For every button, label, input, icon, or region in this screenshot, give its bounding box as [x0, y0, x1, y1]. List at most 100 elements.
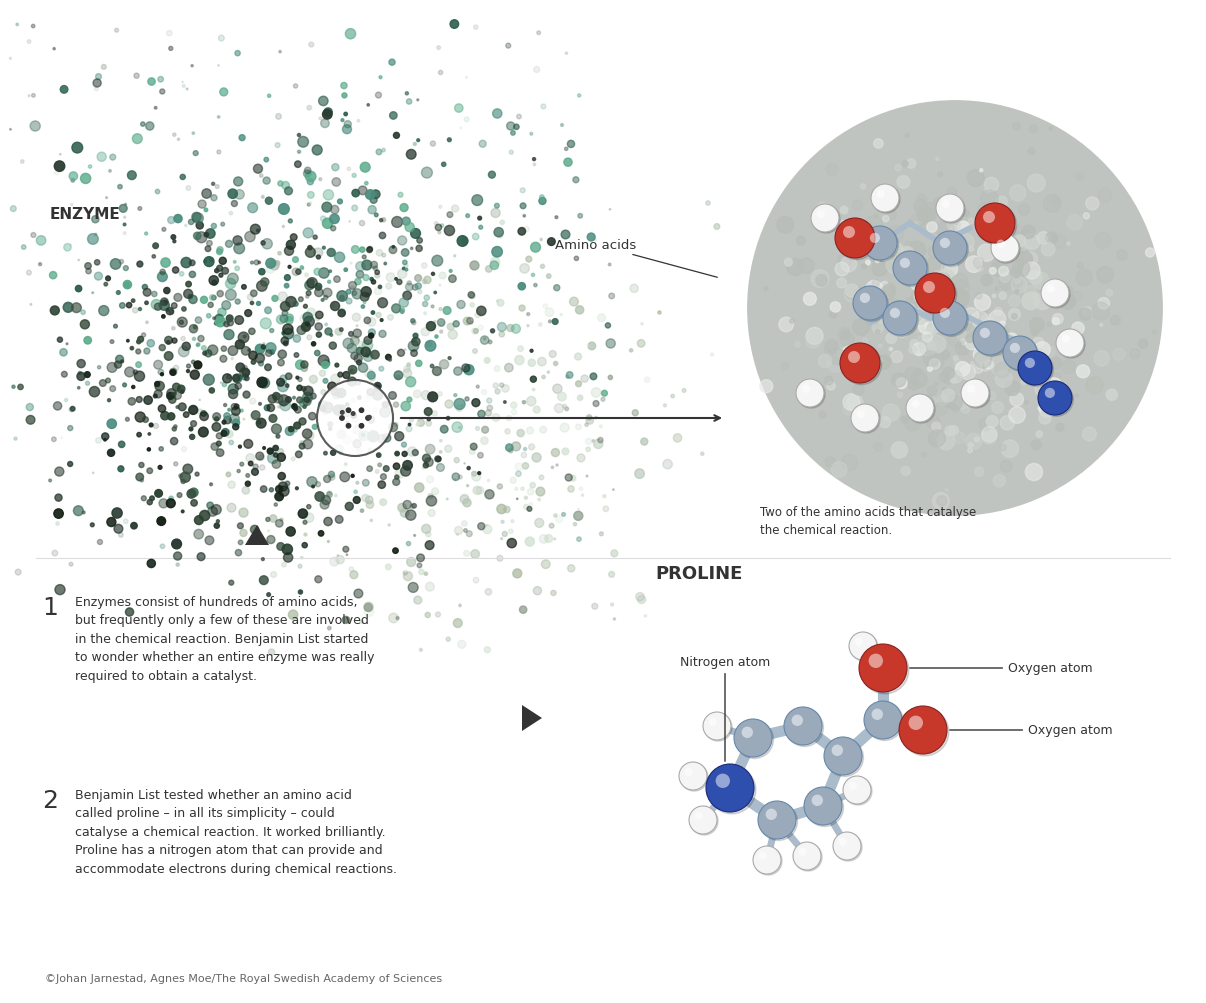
- Circle shape: [191, 421, 197, 427]
- Circle shape: [27, 416, 35, 424]
- Circle shape: [375, 93, 381, 99]
- Circle shape: [463, 499, 472, 508]
- Circle shape: [88, 341, 90, 344]
- Circle shape: [352, 175, 356, 179]
- Circle shape: [983, 319, 995, 331]
- Text: 1: 1: [42, 596, 58, 620]
- Circle shape: [402, 452, 408, 457]
- Circle shape: [417, 239, 422, 244]
- Circle shape: [374, 288, 381, 296]
- Circle shape: [873, 442, 883, 451]
- Circle shape: [212, 423, 221, 431]
- Circle shape: [30, 304, 31, 306]
- Circle shape: [874, 214, 878, 218]
- Circle shape: [950, 378, 956, 384]
- Circle shape: [193, 233, 201, 241]
- Circle shape: [490, 262, 498, 270]
- Circle shape: [991, 263, 1006, 277]
- Circle shape: [362, 256, 367, 260]
- Circle shape: [154, 382, 164, 391]
- Circle shape: [943, 368, 954, 379]
- Circle shape: [842, 345, 882, 385]
- Circle shape: [753, 847, 781, 875]
- Circle shape: [923, 209, 936, 223]
- Circle shape: [263, 447, 265, 450]
- Circle shape: [305, 281, 314, 291]
- Circle shape: [322, 247, 326, 250]
- Circle shape: [81, 320, 89, 330]
- Circle shape: [488, 172, 496, 179]
- Circle shape: [345, 617, 350, 623]
- Circle shape: [859, 301, 871, 313]
- Circle shape: [1042, 346, 1055, 359]
- Circle shape: [259, 175, 263, 179]
- Circle shape: [248, 461, 253, 466]
- Circle shape: [146, 122, 154, 131]
- Circle shape: [292, 269, 300, 276]
- Circle shape: [293, 302, 298, 307]
- Circle shape: [28, 95, 30, 97]
- Circle shape: [123, 267, 128, 272]
- Circle shape: [315, 289, 323, 297]
- Circle shape: [221, 223, 224, 227]
- Circle shape: [215, 417, 218, 422]
- Circle shape: [585, 423, 589, 427]
- Circle shape: [1062, 341, 1073, 352]
- Circle shape: [457, 301, 466, 309]
- Circle shape: [880, 320, 884, 323]
- Circle shape: [989, 222, 1006, 239]
- Circle shape: [298, 298, 303, 302]
- Circle shape: [1055, 423, 1064, 432]
- Circle shape: [484, 338, 486, 341]
- Circle shape: [898, 706, 947, 754]
- Circle shape: [798, 848, 807, 857]
- Circle shape: [285, 247, 293, 256]
- Circle shape: [185, 225, 187, 228]
- Circle shape: [977, 224, 985, 233]
- Circle shape: [145, 233, 147, 236]
- Circle shape: [933, 279, 952, 297]
- Circle shape: [285, 276, 291, 281]
- Circle shape: [450, 270, 452, 273]
- Circle shape: [966, 257, 982, 273]
- Circle shape: [353, 497, 361, 504]
- Circle shape: [1099, 190, 1112, 203]
- Circle shape: [467, 318, 473, 325]
- Circle shape: [124, 552, 125, 553]
- Circle shape: [172, 393, 175, 395]
- Circle shape: [1008, 296, 1020, 308]
- Circle shape: [288, 611, 298, 620]
- Circle shape: [586, 475, 587, 477]
- Circle shape: [994, 212, 1007, 225]
- Circle shape: [309, 280, 315, 286]
- Circle shape: [968, 443, 973, 448]
- Circle shape: [356, 263, 365, 272]
- Circle shape: [901, 467, 911, 476]
- Circle shape: [497, 300, 504, 307]
- Circle shape: [984, 340, 991, 348]
- Circle shape: [884, 417, 888, 420]
- Circle shape: [306, 292, 311, 296]
- Circle shape: [279, 51, 281, 54]
- Circle shape: [233, 237, 242, 246]
- Circle shape: [523, 505, 528, 510]
- Circle shape: [71, 204, 74, 207]
- Circle shape: [328, 471, 334, 477]
- Circle shape: [434, 321, 435, 323]
- Circle shape: [373, 408, 377, 412]
- Circle shape: [1005, 381, 1020, 396]
- Circle shape: [369, 334, 374, 339]
- Circle shape: [124, 217, 125, 219]
- Circle shape: [238, 470, 240, 473]
- Circle shape: [428, 510, 435, 517]
- Circle shape: [689, 806, 718, 834]
- Circle shape: [904, 298, 921, 316]
- Circle shape: [593, 239, 596, 242]
- Circle shape: [457, 237, 468, 247]
- Circle shape: [431, 141, 435, 147]
- Circle shape: [150, 423, 153, 427]
- Circle shape: [960, 365, 976, 380]
- Circle shape: [353, 490, 357, 494]
- Circle shape: [835, 219, 876, 259]
- Circle shape: [1006, 334, 1018, 345]
